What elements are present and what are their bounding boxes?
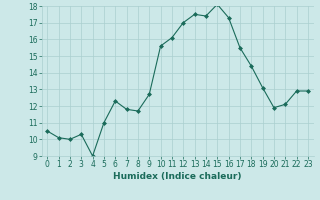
X-axis label: Humidex (Indice chaleur): Humidex (Indice chaleur) — [113, 172, 242, 181]
